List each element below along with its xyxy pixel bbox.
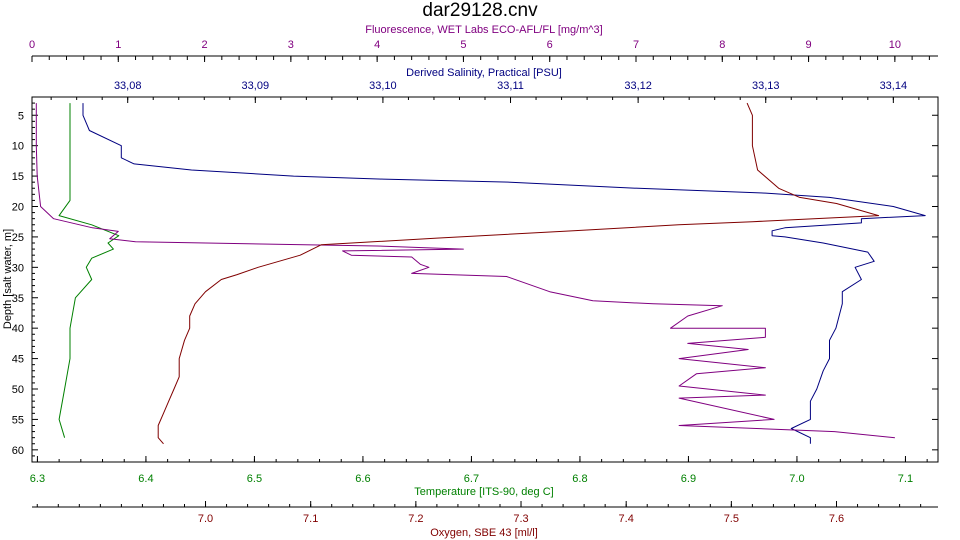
temperature-tick-label: 7.1	[898, 473, 913, 485]
temperature-tick-label: 6.9	[681, 473, 696, 485]
oxygen-tick-label: 7.4	[619, 513, 634, 525]
fluorescence-tick-label: 4	[374, 39, 380, 51]
oxygen-axis-title: Oxygen, SBE 43 [ml/l]	[430, 527, 538, 539]
salinity-axis-title: Derived Salinity, Practical [PSU]	[406, 67, 562, 79]
fluorescence-tick-label: 5	[460, 39, 466, 51]
oxygen-tick-label: 7.5	[724, 513, 739, 525]
depth-tick-label: 35	[12, 293, 24, 305]
depth-axis-ticks: 5 10 15 20 25 30 35 40 45 50 55 60	[12, 96, 938, 463]
depth-tick-label: 25	[12, 232, 24, 244]
depth-tick-label: 45	[12, 354, 24, 366]
depth-tick-label: 20	[12, 202, 24, 214]
salinity-tick-label: 33,13	[752, 80, 780, 92]
temperature-tick-label: 6.3	[30, 473, 45, 485]
salinity-tick-label: 33,08	[114, 80, 142, 92]
fluorescence-tick-label: 8	[719, 39, 725, 51]
depth-axis-title: Depth [salt water, m]	[2, 229, 14, 329]
temperature-axis-title: Temperature [ITS-90, deg C]	[414, 486, 553, 498]
fluorescence-tick-label: 1	[115, 39, 121, 51]
fluorescence-tick-label: 3	[288, 39, 294, 51]
fluorescence-tick-label: 0	[29, 39, 35, 51]
fluorescence-axis-ticks: 0 1 2 3 4 5 6 7 8 9 10	[29, 39, 930, 62]
depth-tick-label: 30	[12, 262, 24, 274]
temperature-tick-label: 6.7	[464, 473, 479, 485]
temperature-tick-label: 6.5	[247, 473, 262, 485]
oxygen-tick-label: 7.6	[829, 513, 844, 525]
salinity-tick-label: 33,11	[497, 80, 524, 92]
chart-title: dar29128.cnv	[422, 0, 538, 21]
fluorescence-axis-title: Fluorescence, WET Labs ECO-AFL/FL [mg/m^…	[365, 24, 602, 36]
depth-tick-label: 10	[12, 141, 24, 153]
salinity-tick-label: 33,09	[242, 80, 270, 92]
series-layer	[35, 102, 926, 445]
salinity-tick-label: 33,10	[369, 80, 397, 92]
oxygen-axis-ticks: 7.0 7.1 7.2 7.3 7.4 7.5 7.6	[36, 501, 922, 525]
fluorescence-tick-label: 9	[806, 39, 812, 51]
oxygen-tick-label: 7.0	[198, 513, 213, 525]
depth-tick-label: 15	[12, 171, 24, 183]
temperature-tick-label: 6.4	[138, 473, 153, 485]
temperature-axis-ticks: 6.3 6.4 6.5 6.6 6.7 6.8 6.9 7.0 7.1	[30, 456, 928, 485]
temperature-tick-label: 7.0	[789, 473, 804, 485]
temperature-tick-label: 6.8	[572, 473, 587, 485]
temperature-series-line	[58, 103, 120, 438]
fluorescence-tick-label: 6	[547, 39, 553, 51]
oxygen-tick-label: 7.1	[303, 513, 318, 525]
salinity-series-line	[82, 103, 926, 444]
salinity-axis-ticks: 33,08 33,09 33,10 33,11 33,12 33,13 33,14	[50, 80, 920, 103]
fluorescence-series-line	[35, 103, 895, 439]
fluorescence-tick-label: 7	[633, 39, 639, 51]
depth-tick-label: 55	[12, 414, 24, 426]
temperature-tick-label: 6.6	[355, 473, 370, 485]
oxygen-tick-label: 7.2	[408, 513, 423, 525]
oxygen-series-line	[157, 102, 880, 445]
depth-tick-label: 50	[12, 384, 24, 396]
fluorescence-tick-label: 10	[889, 39, 901, 51]
oxygen-tick-label: 7.3	[513, 513, 528, 525]
fluorescence-tick-label: 2	[202, 39, 208, 51]
depth-tick-label: 60	[12, 445, 24, 457]
depth-tick-label: 5	[18, 110, 24, 122]
depth-tick-label: 40	[12, 323, 24, 335]
salinity-tick-label: 33,14	[880, 80, 908, 92]
salinity-tick-label: 33,12	[624, 80, 652, 92]
